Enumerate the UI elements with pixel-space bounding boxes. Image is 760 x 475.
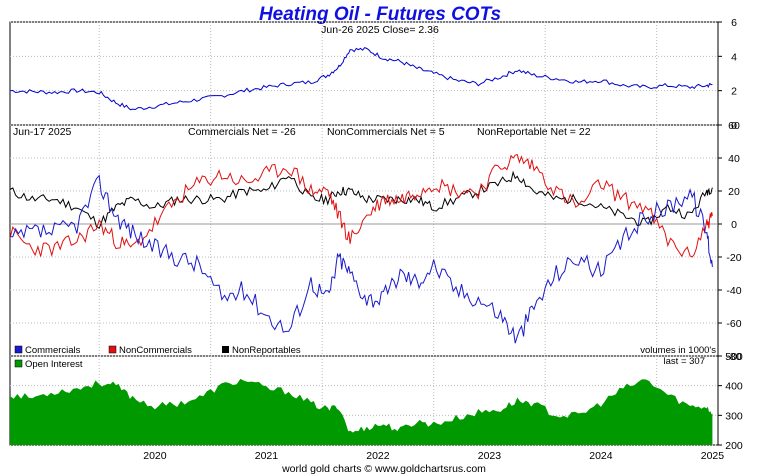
net-label-commercials: Commercials Net = -26: [188, 126, 296, 138]
legend-swatch-open-interest: [14, 359, 23, 368]
series-line-heating-oil-price: [9, 46, 713, 111]
legend-nonreportables: NonReportables: [232, 345, 301, 356]
x-tick-label: 2020: [143, 450, 167, 462]
y-tick-label: 400: [725, 381, 743, 393]
y-tick-label: 200: [725, 440, 743, 452]
legend-swatch-noncommercials: [108, 345, 117, 354]
y-tick-label: 300: [725, 410, 743, 422]
net-label-noncommercials: NonCommercials Net = 5: [327, 126, 445, 138]
legend-swatch-commercials: [14, 345, 23, 354]
y-tick-label: 0: [731, 120, 737, 132]
open-interest-area: [10, 378, 713, 445]
footer-credit: world gold charts © www.goldchartsrus.co…: [281, 463, 486, 475]
price-panel-frame: [9, 21, 719, 126]
y-tick-label: 0: [731, 219, 737, 231]
legend-swatch-nonreportables: [222, 346, 229, 353]
y-tick-label: 4: [731, 51, 737, 63]
y-tick-label: 40: [728, 153, 740, 165]
y-tick-label: 6: [731, 17, 737, 29]
x-tick-label: 2024: [589, 450, 613, 462]
legend-noncommercials: NonCommercials: [119, 345, 192, 356]
y-tick-label: 20: [728, 186, 740, 198]
chart-title: Heating Oil - Futures COTs: [259, 4, 501, 25]
y-tick-label: 2: [731, 86, 737, 98]
price-header: Jun-26 2025 Close= 2.36: [321, 24, 439, 36]
series-lines: [9, 46, 713, 344]
legend-open-interest: Open Interest: [25, 359, 83, 370]
legend-commercials: Commercials: [25, 345, 81, 356]
x-tick-label: 2023: [478, 450, 502, 462]
y-tick-label: -80: [726, 351, 741, 363]
units-note: volumes in 1000's: [640, 345, 716, 356]
x-tick-label: 2025: [701, 450, 725, 462]
series-line-nonreportables: [9, 170, 713, 230]
y-tick-label: -60: [726, 318, 741, 330]
y-tick-label: 60: [728, 120, 740, 132]
cot-panel-frame: [9, 124, 719, 357]
series-line-commercials: [9, 174, 713, 344]
y-tick-label: -40: [726, 285, 741, 297]
series-line-noncommercials: [9, 153, 713, 258]
x-tick-label: 2022: [366, 450, 390, 462]
oi-last-label: last = 307: [664, 356, 705, 367]
y-tick-label: 500: [725, 351, 743, 363]
x-tick-label: 2021: [255, 450, 279, 462]
y-tick-label: -20: [726, 252, 741, 264]
open-interest-fill: [10, 378, 713, 445]
net-label-nonreportables: NonReportable Net = 22: [477, 126, 591, 138]
grid-lines: [10, 21, 718, 446]
cot-date-label: Jun-17 2025: [13, 126, 72, 138]
axis-ticks: 2020 2021 2022 2023 2024 202502466040200-20-4…: [143, 17, 743, 462]
